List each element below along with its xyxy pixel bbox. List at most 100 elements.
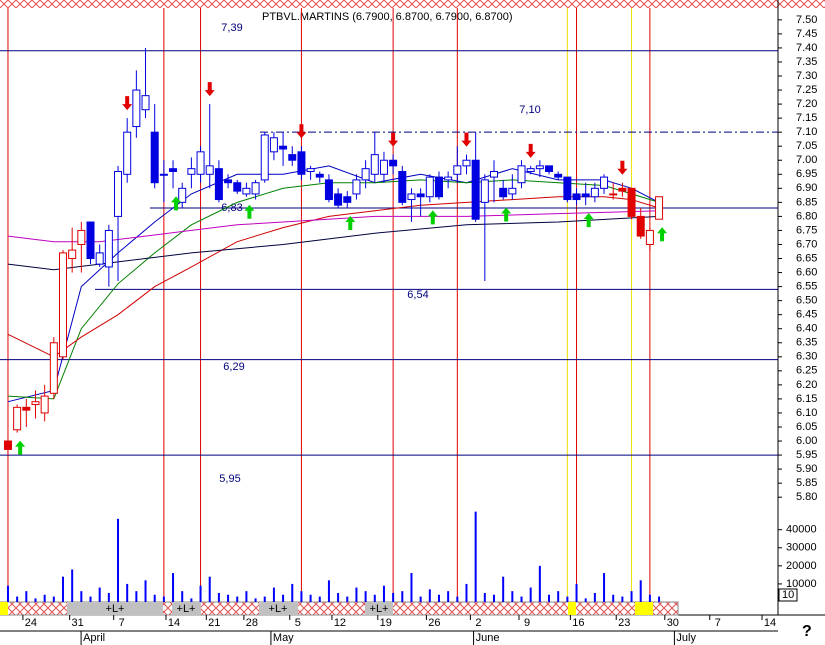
buy-arrow [244,204,255,219]
volume-bar [648,594,651,602]
level-label: 6,83 [221,202,242,214]
candle-body [114,170,123,217]
y-tick-label: 7.20 [796,98,817,110]
candle-body [260,134,269,181]
candle-body [526,168,535,172]
x-tick-label: 31 [72,617,84,629]
buy-arrow [171,196,182,211]
volume-bar [529,587,532,602]
sell-arrow [204,82,215,97]
y-tick-label: 6.00 [796,435,817,447]
volume-bar [309,594,312,602]
volume-tick-label: 30000 [786,542,817,554]
candle-body [581,193,590,198]
y-tick-label: 6.85 [796,196,817,208]
candle-body [104,229,113,268]
volume-bar [98,587,101,602]
volume-bar [474,511,477,602]
volume-bar [107,592,110,602]
candle-body [3,440,12,450]
candle-body [407,193,416,201]
x-tick-label: 14 [764,617,776,629]
candle-body [590,187,599,198]
candle-body [159,173,168,176]
volume-bar [217,592,220,602]
candle-body [618,187,627,192]
y-tick-label: 6.80 [796,210,817,222]
candle-body [279,145,288,150]
x-tick-label: 19 [380,617,392,629]
y-tick-label: 6.75 [796,224,817,236]
candle-body [370,154,379,175]
month-label: May [273,632,294,644]
candle-body [334,193,343,206]
candle-body [361,168,370,181]
scroll-strip [778,0,825,8]
volume-bar [272,587,275,602]
candle-body [655,196,664,220]
volume-bar [548,594,551,602]
candle-body [86,221,95,260]
y-tick-label: 6.90 [796,182,817,194]
candle-body [224,179,233,184]
candle-body [379,159,388,175]
moving-average [7,215,660,271]
buy-arrow [501,207,512,222]
strip-gray [259,602,298,615]
x-tick-label: 28 [246,617,258,629]
y-tick-label: 7.30 [796,70,817,82]
volume-bar [282,594,285,602]
candle-body [453,165,462,175]
volume-tick-label: 10000 [786,578,817,590]
y-tick-label: 6.45 [796,309,817,321]
volume-bar [566,596,569,602]
candle-body [40,395,49,414]
chart-title: PTBVL.MARTINS (6.7900, 6.8700, 6.7900, 6… [262,11,513,23]
volume-bar [364,591,367,602]
x-tick-label: 21 [208,617,220,629]
candle-body [471,159,480,220]
y-tick-label: 6.60 [796,266,817,278]
volume-bar [135,591,138,602]
level-label: 7,10 [519,104,540,116]
volume-bar [144,580,147,602]
candle-body [444,176,453,181]
candle-body [22,406,31,411]
strip-yellow [568,602,576,615]
x-tick-label: 26 [428,617,440,629]
volume-bar [382,585,385,602]
volume-bar [117,518,120,602]
volume-bar [80,591,83,602]
volume-bar [227,594,230,602]
strip-yellow [0,602,8,615]
y-tick-label: 5.80 [796,491,817,503]
y-tick-label: 6.05 [796,421,817,433]
y-tick-label: 7.45 [796,28,817,40]
candle-body [535,165,544,170]
level-label: 6,29 [223,361,244,373]
y-tick-label: 6.50 [796,295,817,307]
volume-bar [557,591,560,602]
volume-bar [630,591,633,602]
volume-bar [61,576,64,602]
candle-body [58,252,67,358]
help-icon[interactable]: ? [802,623,812,640]
candle-body [214,168,223,201]
volume-bar [52,596,55,602]
x-tick-label: 16 [572,617,584,629]
candle-body [196,151,205,175]
candle-body [636,215,645,237]
volume-bar [419,596,422,602]
candle-body [517,165,526,184]
volume-bar [162,596,165,602]
candle-body [77,229,86,245]
candle-body [242,187,251,195]
y-tick-label: 6.15 [796,393,817,405]
candle-body [416,193,425,198]
volume-bar [373,594,376,602]
candle-body [315,173,324,178]
volume-bar [658,596,661,602]
volume-bar [492,594,495,602]
x-tick-label: 7 [119,617,125,629]
